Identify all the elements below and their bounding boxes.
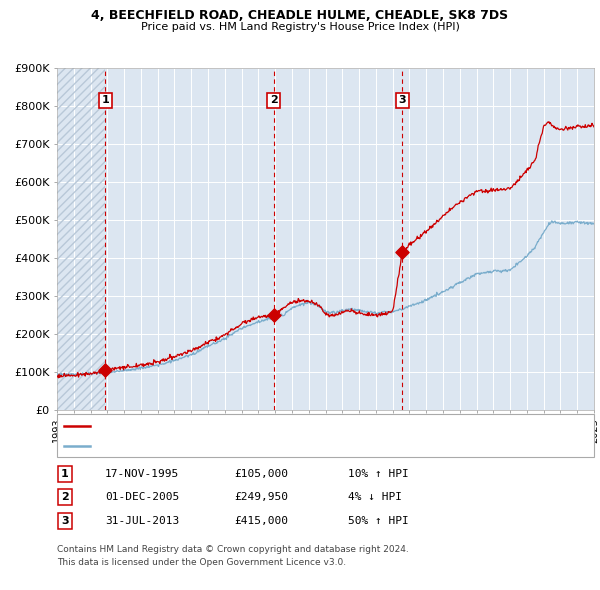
Text: 10% ↑ HPI: 10% ↑ HPI [348,469,409,478]
Text: 3: 3 [61,516,68,526]
Text: 2: 2 [270,96,278,106]
Text: 50% ↑ HPI: 50% ↑ HPI [348,516,409,526]
Point [269,310,278,320]
Text: 4, BEECHFIELD ROAD, CHEADLE HULME, CHEADLE, SK8 7DS (detached house): 4, BEECHFIELD ROAD, CHEADLE HULME, CHEAD… [95,421,503,431]
Text: 1: 1 [61,469,68,478]
Text: HPI: Average price, detached house, Stockport: HPI: Average price, detached house, Stoc… [95,441,338,451]
Text: 4% ↓ HPI: 4% ↓ HPI [348,493,402,502]
Text: £105,000: £105,000 [234,469,288,478]
Point [398,248,407,257]
Text: £415,000: £415,000 [234,516,288,526]
Text: 1: 1 [101,96,109,106]
Text: Contains HM Land Registry data © Crown copyright and database right 2024.: Contains HM Land Registry data © Crown c… [57,545,409,555]
Text: This data is licensed under the Open Government Licence v3.0.: This data is licensed under the Open Gov… [57,558,346,568]
Text: 4, BEECHFIELD ROAD, CHEADLE HULME, CHEADLE, SK8 7DS: 4, BEECHFIELD ROAD, CHEADLE HULME, CHEAD… [91,9,509,22]
Text: 31-JUL-2013: 31-JUL-2013 [105,516,179,526]
Point [101,365,110,375]
Text: Price paid vs. HM Land Registry's House Price Index (HPI): Price paid vs. HM Land Registry's House … [140,22,460,32]
Text: 3: 3 [398,96,406,106]
Text: 17-NOV-1995: 17-NOV-1995 [105,469,179,478]
Text: 01-DEC-2005: 01-DEC-2005 [105,493,179,502]
Text: £249,950: £249,950 [234,493,288,502]
Text: 2: 2 [61,493,68,502]
